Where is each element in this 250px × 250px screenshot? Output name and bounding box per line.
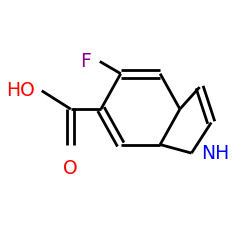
Text: O: O	[64, 159, 78, 178]
Text: NH: NH	[201, 144, 229, 163]
Text: HO: HO	[6, 81, 35, 100]
Text: F: F	[80, 52, 90, 71]
